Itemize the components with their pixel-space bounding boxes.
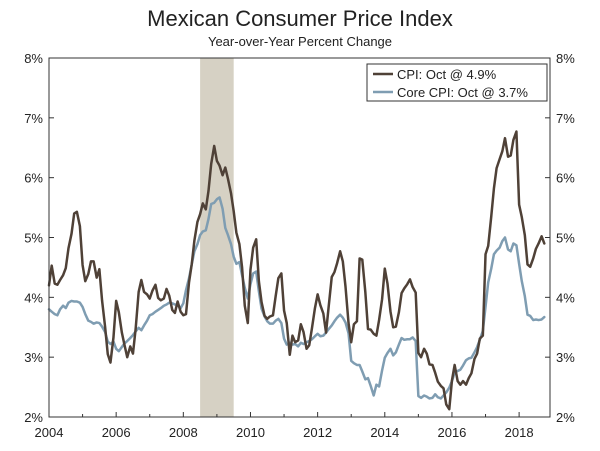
y-tick-label-left: 2% bbox=[24, 410, 43, 425]
legend-label-core-cpi: Core CPI: Oct @ 3.7% bbox=[397, 85, 528, 100]
y-tick-label-left: 8% bbox=[24, 51, 43, 66]
x-tick-label: 2018 bbox=[505, 425, 534, 440]
chart-title: Mexican Consumer Price Index bbox=[147, 6, 453, 31]
y-tick-label-right: 6% bbox=[556, 171, 575, 186]
y-tick-label-right: 7% bbox=[556, 111, 575, 126]
x-tick-label: 2014 bbox=[370, 425, 399, 440]
y-tick-label-right: 3% bbox=[556, 350, 575, 365]
y-tick-label-right: 8% bbox=[556, 51, 575, 66]
y-tick-label-left: 4% bbox=[24, 290, 43, 305]
legend-label-cpi: CPI: Oct @ 4.9% bbox=[397, 67, 497, 82]
y-tick-label-left: 7% bbox=[24, 111, 43, 126]
plot-frame bbox=[48, 57, 551, 418]
x-tick-label: 2012 bbox=[303, 425, 332, 440]
y-tick-label-right: 4% bbox=[556, 290, 575, 305]
y-tick-label-right: 5% bbox=[556, 231, 575, 246]
x-tick-label: 2010 bbox=[236, 425, 265, 440]
x-tick-label: 2016 bbox=[437, 425, 466, 440]
series-line-cpi bbox=[47, 130, 546, 411]
chart-subtitle: Year-over-Year Percent Change bbox=[207, 34, 393, 49]
x-tick-label: 2008 bbox=[169, 425, 198, 440]
legend-box bbox=[366, 63, 548, 102]
y-tick-label-left: 5% bbox=[24, 231, 43, 246]
series-layer bbox=[47, 130, 546, 411]
series-line-core-cpi bbox=[47, 196, 546, 400]
y-tick-label-right: 2% bbox=[556, 410, 575, 425]
legend: CPI: Oct @ 4.9% Core CPI: Oct @ 3.7% bbox=[366, 63, 548, 102]
x-tick-label: 2006 bbox=[102, 425, 131, 440]
axis-layer: 2% 2% 3% 3% 4% 4% 5% 5% 6% 6% 7% 7% 8% 8% 2004 2006 2008… bbox=[24, 51, 575, 440]
y-tick-label-left: 6% bbox=[24, 171, 43, 186]
y-tick-label-left: 3% bbox=[24, 350, 43, 365]
x-tick-label: 2004 bbox=[35, 425, 64, 440]
